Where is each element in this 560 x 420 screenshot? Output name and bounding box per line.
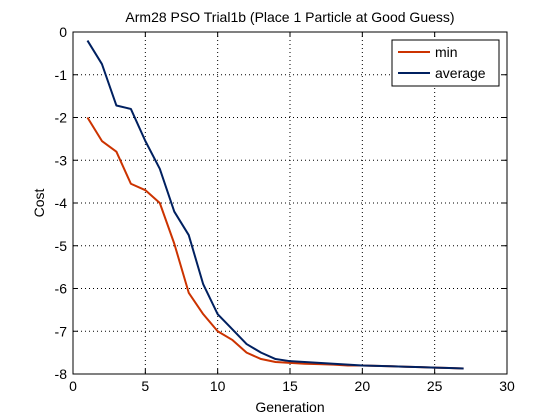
- legend-label-average: average: [435, 65, 486, 81]
- series-line-average: [86, 40, 464, 370]
- legend-label-min: min: [435, 44, 458, 60]
- x-tick-label: 10: [210, 378, 226, 394]
- x-tick-label: 20: [355, 378, 371, 394]
- y-tick-label: -7: [55, 323, 68, 339]
- y-tick-label: -5: [55, 238, 68, 254]
- grid: [73, 32, 507, 374]
- legend-box: [391, 39, 500, 87]
- y-axis-title: Cost: [31, 189, 47, 218]
- x-tick-label: 30: [499, 378, 515, 394]
- y-tick-label: -2: [55, 110, 68, 126]
- y-tick-label: -3: [55, 152, 68, 168]
- y-tick-label: -4: [55, 195, 68, 211]
- x-tick-label: 25: [427, 378, 443, 394]
- x-axis-title: Generation: [255, 399, 324, 415]
- y-tick-label: -6: [55, 281, 68, 297]
- x-tick-label: 5: [141, 378, 149, 394]
- x-tick-label: 15: [282, 378, 298, 394]
- y-tick-label: -8: [55, 366, 68, 382]
- y-tick-label: 0: [59, 24, 67, 40]
- series-layer: [86, 40, 464, 370]
- x-tick-label: 0: [69, 378, 77, 394]
- y-tick-label: -1: [55, 67, 68, 83]
- chart-title: Arm28 PSO Trial1b (Place 1 Particle at G…: [125, 9, 454, 25]
- ticks: 0 5 10 15 20 25 30 -8 -7 -6 -5 -4 -3 -2 -1 0: [55, 24, 515, 394]
- legend: min average: [391, 39, 500, 87]
